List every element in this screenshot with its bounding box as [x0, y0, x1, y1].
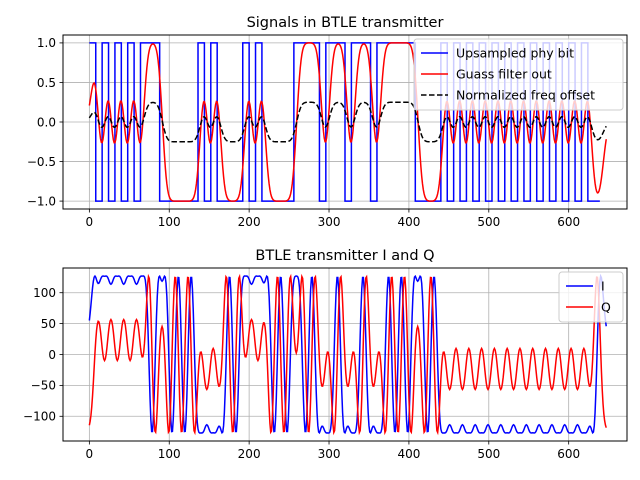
iq-legend-box [558, 271, 624, 323]
iq-x-tick-label: 500 [477, 447, 500, 461]
signals-y-tick-label: 0.5 [37, 76, 56, 90]
iq-y-tick-label: 100 [33, 286, 56, 300]
iq-series-lines [88, 273, 607, 436]
iq-x-tick-label: 600 [557, 447, 580, 461]
signals-legend-label: Upsampled phy bit [456, 46, 574, 61]
signals-x-tick-label: 500 [477, 215, 500, 229]
signals-x-tick-label: 200 [238, 215, 261, 229]
freq-offset-line [88, 101, 607, 143]
iq-y-tick-label: −50 [31, 379, 56, 393]
signals-x-tick-label: 100 [158, 215, 181, 229]
iq-y-tick-label: 50 [41, 317, 56, 331]
signals-x-ticks: 0 100 200 300 400 500 600 [86, 209, 580, 229]
iq-legend-label: Q [601, 300, 611, 315]
signals-y-tick-label: 0.0 [37, 115, 56, 129]
iq-y-ticks: −100 −50 0 50 100 [23, 286, 63, 424]
iq-x-tick-label: 300 [318, 447, 341, 461]
signals-x-tick-label: 600 [557, 215, 580, 229]
signals-chart-title: Signals in BTLE transmitter [247, 15, 444, 31]
signals-y-tick-label: −1.0 [27, 194, 56, 208]
signals-subplot: Signals in BTLE transmitter 0 100 200 300 40… [27, 15, 628, 229]
signals-series-lines [88, 42, 607, 202]
iq-chart-title: BTLE transmitter I and Q [255, 248, 434, 264]
i-signal-line [88, 273, 607, 435]
iq-x-tick-label: 400 [397, 447, 420, 461]
signals-x-tick-label: 0 [86, 215, 94, 229]
iq-subplot: BTLE transmitter I and Q 0 100 200 300 400 50… [23, 248, 628, 461]
signals-legend: Upsampled phy bit Guass filter out Normali… [413, 38, 624, 111]
iq-x-ticks: 0 100 200 300 400 500 600 [86, 441, 580, 461]
signals-legend-label: Guass filter out [456, 67, 552, 82]
signals-legend-label: Normalized freq offset [456, 88, 595, 103]
signals-y-tick-label: 1.0 [37, 36, 56, 50]
signals-y-tick-label: −0.5 [27, 155, 56, 169]
q-signal-line [88, 273, 607, 436]
iq-x-tick-label: 0 [86, 447, 94, 461]
signals-x-tick-label: 400 [397, 215, 420, 229]
iq-y-tick-label: 0 [48, 348, 56, 362]
iq-legend-label: I [601, 279, 605, 294]
signals-y-ticks: −1.0 −0.5 0.0 0.5 1.0 [27, 36, 63, 208]
gauss-filter-line [88, 42, 607, 202]
iq-y-tick-label: −100 [23, 410, 56, 424]
signals-legend-box [413, 38, 624, 111]
iq-x-tick-label: 100 [158, 447, 181, 461]
iq-x-tick-label: 200 [238, 447, 261, 461]
iq-legend: IQ [558, 271, 624, 323]
signals-x-tick-label: 300 [318, 215, 341, 229]
